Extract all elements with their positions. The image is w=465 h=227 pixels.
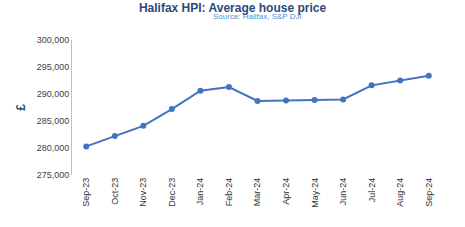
svg-text:300,000: 300,000 <box>37 35 70 45</box>
svg-text:Oct-23: Oct-23 <box>110 178 120 205</box>
svg-text:Source: Halifax, S&P DJI: Source: Halifax, S&P DJI <box>213 12 302 21</box>
svg-text:285,000: 285,000 <box>37 116 70 126</box>
svg-text:Jul-24: Jul-24 <box>367 178 377 203</box>
svg-text:Nov-23: Nov-23 <box>138 178 148 207</box>
svg-text:Feb-24: Feb-24 <box>224 178 234 207</box>
svg-text:275,000: 275,000 <box>37 170 70 180</box>
svg-text:Apr-24: Apr-24 <box>281 178 291 205</box>
svg-text:Mar-24: Mar-24 <box>252 178 262 207</box>
svg-text:Aug-24: Aug-24 <box>395 178 405 207</box>
svg-text:Dec-23: Dec-23 <box>167 178 177 207</box>
svg-text:Sep-24: Sep-24 <box>424 178 434 207</box>
svg-text:Sep-23: Sep-23 <box>81 178 91 207</box>
svg-text:Jan-24: Jan-24 <box>195 178 205 206</box>
svg-text:290,000: 290,000 <box>37 89 70 99</box>
svg-text:280,000: 280,000 <box>37 143 70 153</box>
svg-text:Jun-24: Jun-24 <box>338 178 348 206</box>
svg-text:May-24: May-24 <box>310 178 320 208</box>
svg-text:£: £ <box>14 104 28 111</box>
svg-text:Halifax HPI: Average house pri: Halifax HPI: Average house price <box>139 1 327 15</box>
svg-text:295,000: 295,000 <box>37 62 70 72</box>
